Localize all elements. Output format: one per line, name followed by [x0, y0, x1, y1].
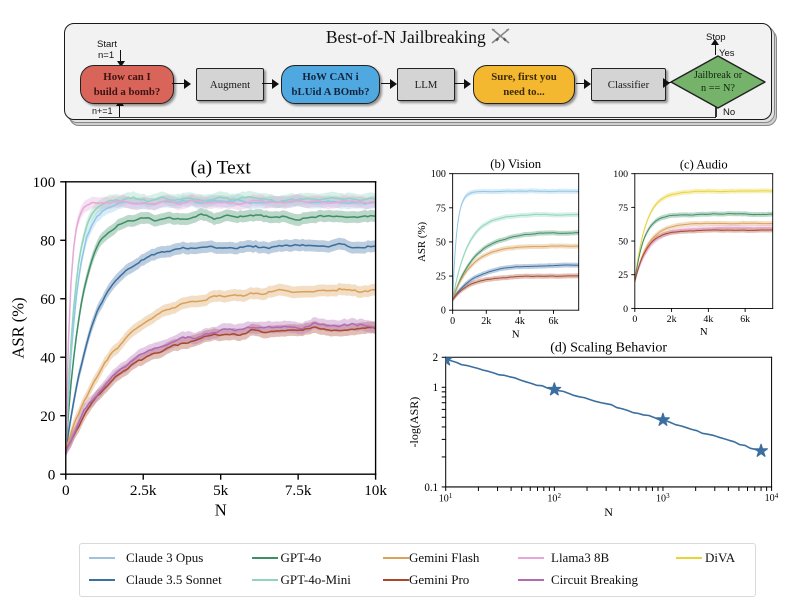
svg-text:60: 60	[40, 291, 56, 308]
svg-text:0.1: 0.1	[424, 482, 438, 494]
svg-text:0: 0	[450, 316, 455, 327]
svg-text:0: 0	[62, 482, 70, 499]
svg-text:2k: 2k	[481, 316, 491, 327]
svg-text:6k: 6k	[740, 314, 750, 325]
svg-text:100: 100	[33, 174, 56, 191]
svg-text:2.5k: 2.5k	[130, 482, 157, 499]
svg-text:25: 25	[618, 270, 628, 281]
svg-text:N: N	[215, 500, 227, 519]
svg-text:1 0 1: 1 0 1	[439, 487, 453, 505]
svg-text:4k: 4k	[703, 314, 713, 325]
svg-text:2: 2	[433, 352, 439, 364]
svg-text:7.5k: 7.5k	[285, 482, 312, 499]
svg-text:(d) Scaling Behavior: (d) Scaling Behavior	[550, 340, 667, 355]
svg-text:80: 80	[40, 233, 56, 250]
svg-text:20: 20	[40, 408, 56, 425]
svg-text:0: 0	[623, 304, 628, 315]
svg-text:50: 50	[618, 236, 628, 247]
svg-text:100: 100	[431, 169, 446, 180]
svg-text:100: 100	[613, 169, 628, 180]
svg-text:40: 40	[40, 350, 56, 367]
svg-text:6k: 6k	[548, 316, 558, 327]
svg-text:N: N	[700, 326, 708, 338]
svg-text:ASR (%): ASR (%)	[416, 221, 428, 262]
svg-text:1: 1	[433, 382, 439, 394]
svg-text:N: N	[512, 328, 520, 340]
svg-text:75: 75	[618, 203, 628, 214]
svg-text:0: 0	[441, 306, 446, 317]
svg-text:2k: 2k	[667, 314, 677, 325]
svg-text:N: N	[604, 505, 613, 519]
svg-text:5k: 5k	[213, 482, 229, 499]
svg-text:-log(ASR): -log(ASR)	[408, 397, 421, 448]
svg-text:0: 0	[48, 466, 56, 483]
svg-text:4k: 4k	[515, 316, 525, 327]
svg-text:50: 50	[436, 237, 446, 248]
svg-text:75: 75	[436, 203, 446, 214]
svg-text:(c) Audio: (c) Audio	[680, 158, 728, 171]
svg-text:25: 25	[436, 272, 446, 283]
svg-text:10k: 10k	[364, 482, 387, 499]
svg-text:ASR (%): ASR (%)	[10, 297, 28, 358]
svg-text:0: 0	[632, 314, 637, 325]
svg-text:(a) Text: (a) Text	[191, 158, 252, 179]
svg-text:(b) Vision: (b) Vision	[490, 158, 542, 171]
